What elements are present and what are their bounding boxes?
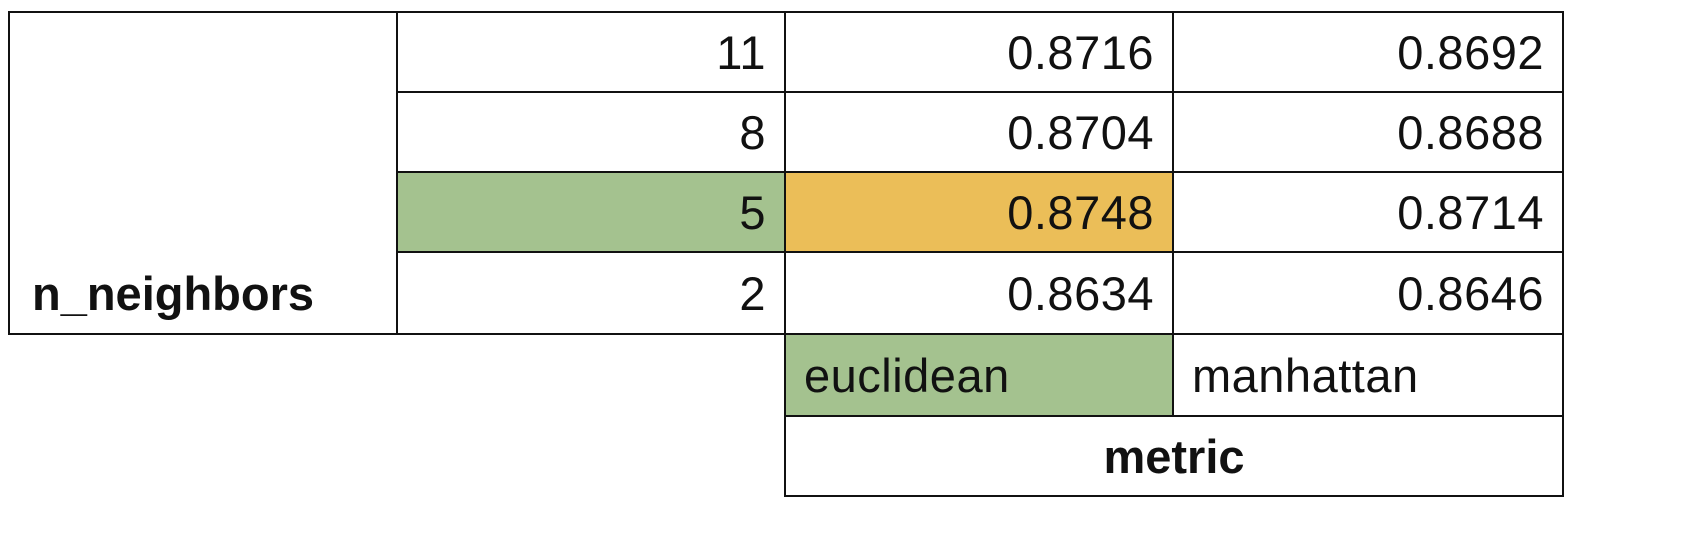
grid-search-table: n_neighbors 11 0.8716 0.8692 8 0.8704 0.… <box>8 11 1688 537</box>
column-label-euclidean: euclidean <box>784 333 1174 417</box>
cell-5-euclidean-best: 0.8748 <box>784 171 1174 253</box>
cell-11-euclidean: 0.8716 <box>784 11 1174 93</box>
row-value-11: 11 <box>396 11 786 93</box>
row-axis-label: n_neighbors <box>8 11 398 335</box>
cell-5-manhattan: 0.8714 <box>1172 171 1564 253</box>
cell-2-euclidean: 0.8634 <box>784 251 1174 335</box>
row-value-5: 5 <box>396 171 786 253</box>
row-value-8: 8 <box>396 91 786 173</box>
row-value-2: 2 <box>396 251 786 335</box>
cell-8-manhattan: 0.8688 <box>1172 91 1564 173</box>
cell-2-manhattan: 0.8646 <box>1172 251 1564 335</box>
column-label-manhattan: manhattan <box>1172 333 1564 417</box>
column-axis-label: metric <box>784 415 1564 497</box>
cell-8-euclidean: 0.8704 <box>784 91 1174 173</box>
cell-11-manhattan: 0.8692 <box>1172 11 1564 93</box>
